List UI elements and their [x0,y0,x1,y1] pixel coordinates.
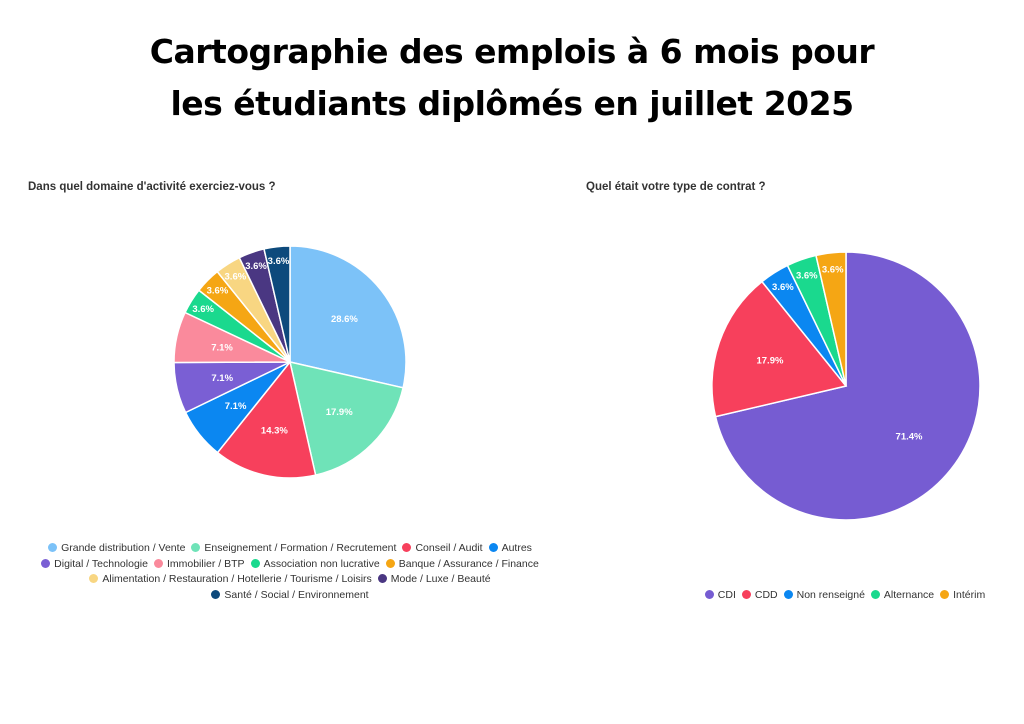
domain-legend-item[interactable]: Santé / Social / Environnement [211,588,369,604]
domain-legend-item[interactable]: Digital / Technologie [41,557,148,573]
domain-legend-label: Grande distribution / Vente [61,542,186,554]
domain-legend-swatch [41,558,51,568]
domain-legend-swatch [377,574,387,583]
contract-chart-title: Quel était votre type de contrat ? [586,181,766,193]
domain-slice-label-9: 3.6% [245,261,267,272]
domain-legend-item[interactable]: Enseignement / Formation / Recrutement [191,541,396,557]
domain-legend-item[interactable]: Association non lucrative [250,557,380,573]
domain-legend-row: Grande distribution / Vente Enseignement … [20,541,560,557]
contract-slice-0 [714,251,981,521]
domain-legend-label: Conseil / Audit [415,542,483,554]
domain-slice-10 [263,245,291,363]
domain-legend-swatch [191,543,201,552]
contract-slice-label-4: 3.6% [822,264,844,275]
contract-slice-label-2: 3.6% [772,282,794,293]
contract-legend-label: Intérim [953,589,986,601]
contract-legend-swatch [704,590,714,599]
domain-legend-item[interactable]: Immobilier / BTP [153,557,245,573]
page-title-line-1: Cartographie des emplois à 6 mois pour [149,32,875,71]
contract-legend-swatch [741,590,751,599]
contract-legend-item[interactable]: CDI [704,588,736,604]
page-title-line-2: les étudiants diplômés en juillet 2025 [170,84,854,123]
contract-legend-item[interactable]: Non renseigné [783,588,865,604]
domain-legend-row: Santé / Social / Environnement [20,588,560,604]
domain-slice-label-7: 3.6% [207,286,229,297]
domain-legend-label: Autres [501,542,532,554]
domain-slice-2 [216,360,317,479]
contract-legend-swatch [870,590,880,599]
contract-pie-chart: 71.4%17.9%3.6%3.6%3.6% [711,251,981,521]
domain-legend-swatch [488,543,498,552]
domain-legend-label: Mode / Luxe / Beauté [390,573,491,585]
domain-pie-chart: 28.6%17.9%14.3%7.1%7.1%7.1%3.6%3.6%3.6%3… [173,245,407,479]
domain-legend-item[interactable]: Conseil / Audit [402,541,483,557]
contract-legend-item[interactable]: Intérim [940,588,985,604]
domain-slice-label-3: 7.1% [225,401,247,412]
domain-slice-label-0: 28.6% [331,314,358,325]
contract-legend-item[interactable]: CDD [741,588,778,604]
domain-legend-swatch [385,558,395,568]
contract-legend-item[interactable]: Alternance [870,588,935,604]
domain-legend-swatch [250,558,260,568]
page-title: Cartographie des emplois à 6 mois pour l… [0,26,1024,130]
contract-legend-label: Alternance [883,589,935,601]
domain-chart-legend: Grande distribution / Vente Enseignement … [20,541,560,603]
domain-legend-label: Association non lucrative [263,557,380,570]
contract-slice-label-3: 3.6% [796,270,818,281]
domain-slice-0 [289,245,407,389]
domain-slice-label-6: 3.6% [192,304,214,315]
domain-legend-row: Alimentation / Restauration / Hotellerie… [20,572,560,588]
domain-legend-swatch [211,589,221,599]
domain-slice-label-2: 14.3% [261,425,288,436]
domain-legend-item[interactable]: Mode / Luxe / Beauté [377,572,491,588]
domain-legend-label: Immobilier / BTP [166,557,245,570]
contract-legend-label: Non renseigné [796,589,865,601]
domain-slice-1 [289,361,404,477]
domain-legend-swatch [402,543,412,552]
contract-legend-label: CDD [754,589,778,601]
contract-slice-1 [711,280,848,418]
domain-legend-label: Santé / Social / Environnement [224,588,369,601]
contract-chart-legend: CDI CDD Non renseigné Alternance Intérim [690,588,1000,604]
domain-legend-item[interactable]: Alimentation / Restauration / Hotellerie… [89,572,372,588]
domain-slice-label-8: 3.6% [225,271,247,282]
domain-legend-swatch [48,543,58,552]
domain-slice-label-1: 17.9% [326,407,353,418]
domain-legend-item[interactable]: Grande distribution / Vente [48,541,185,557]
domain-legend-label: Enseignement / Formation / Recrutement [204,542,397,554]
domain-legend-row: Digital / Technologie Immobilier / BTP Ass… [20,557,560,573]
domain-legend-item[interactable]: Banque / Assurance / Finance [385,557,539,573]
domain-chart-title: Dans quel domaine d'activité exerciez-vo… [28,181,276,193]
domain-legend-label: Digital / Technologie [54,557,148,570]
contract-legend-swatch [783,590,793,599]
contract-legend-swatch [940,590,950,599]
contract-slice-4 [815,251,847,387]
domain-legend-label: Banque / Assurance / Finance [398,557,539,570]
domain-legend-label: Alimentation / Restauration / Hotellerie… [102,573,372,585]
domain-legend-swatch [153,558,163,568]
contract-slice-label-1: 17.9% [756,355,783,366]
domain-slice-label-4: 7.1% [211,373,233,384]
contract-legend-label: CDI [717,589,736,601]
domain-legend-item[interactable]: Autres [488,541,532,557]
contract-legend-row: CDI CDD Non renseigné Alternance Intérim [690,588,1000,604]
domain-slice-label-5: 7.1% [211,342,233,353]
domain-legend-swatch [89,574,99,583]
contract-slice-label-0: 71.4% [896,431,923,442]
domain-slice-label-10: 3.6% [268,256,290,267]
